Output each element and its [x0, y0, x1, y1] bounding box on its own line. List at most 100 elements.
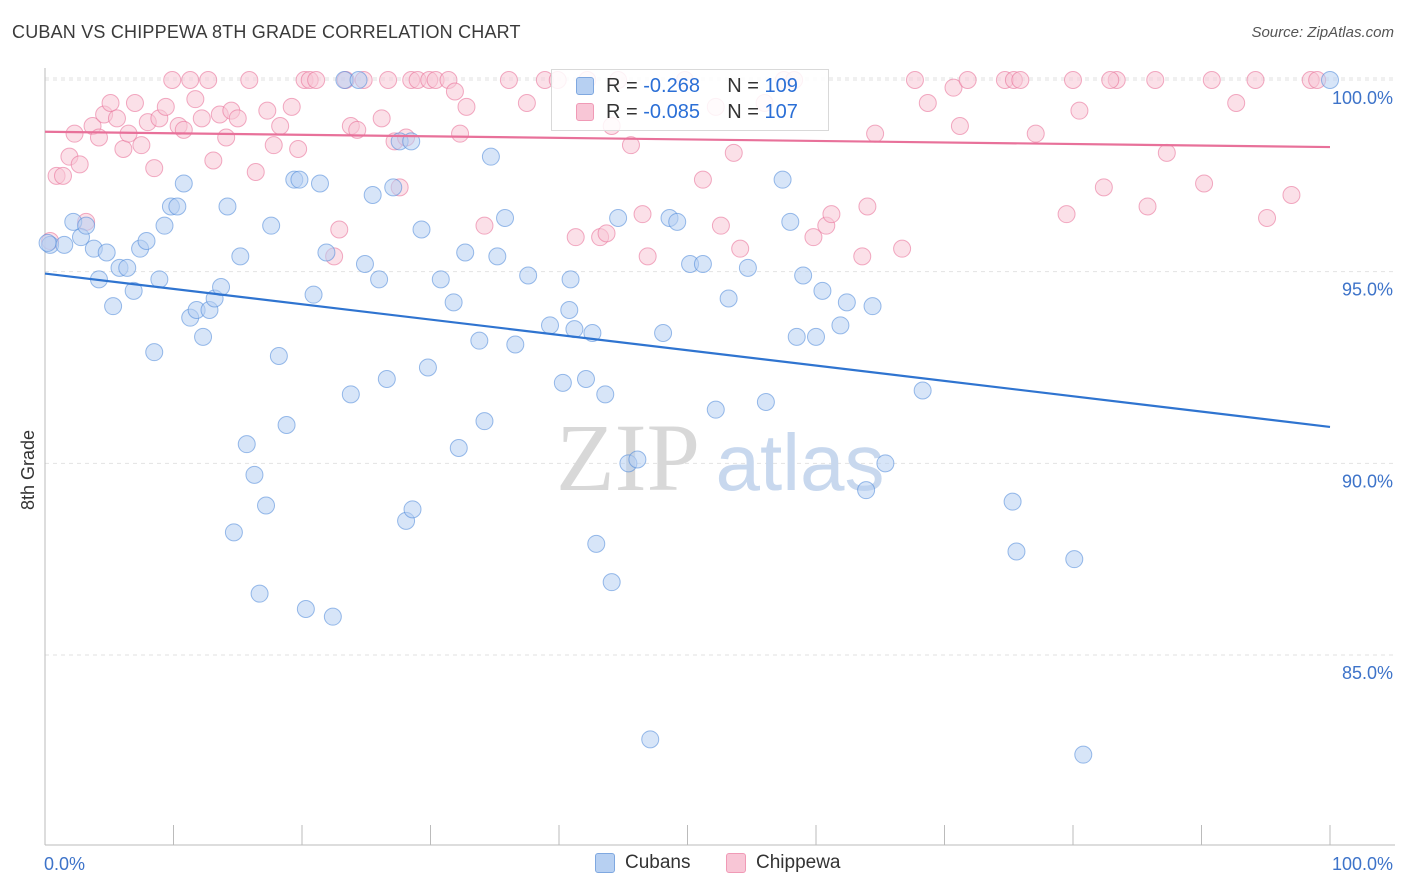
cubans-point — [290, 170, 309, 189]
chippewa-point — [271, 117, 290, 135]
chippewa-point — [858, 197, 877, 216]
chippewa-n-label: N = — [727, 100, 759, 123]
cubans-point — [1003, 492, 1022, 511]
chippewa-point — [379, 71, 398, 89]
cubans-point — [561, 270, 580, 289]
chippewa-point — [348, 120, 367, 139]
cubans-point — [641, 730, 660, 749]
cubans-point — [363, 186, 382, 204]
cubans-n-value: 109 — [764, 74, 798, 97]
chippewa-point — [804, 228, 823, 247]
chippewa-legend-label: Chippewa — [756, 852, 841, 873]
legend-item-chippewa[interactable]: Chippewa — [726, 852, 841, 874]
chippewa-point — [517, 94, 536, 112]
cubans-legend-label: Cubans — [625, 852, 691, 873]
chippewa-point — [217, 128, 236, 147]
chippewa-point — [330, 220, 349, 239]
chippewa-n-value: 107 — [764, 100, 798, 123]
chippewa-point — [163, 71, 182, 89]
chippewa-point — [457, 97, 476, 116]
chippewa-point — [905, 71, 924, 89]
chippewa-point — [944, 78, 963, 97]
cubans-point — [370, 270, 389, 289]
cubans-point — [237, 435, 256, 454]
cubans-point — [756, 393, 775, 411]
chippewa-point — [638, 247, 657, 266]
cubans-point — [773, 170, 792, 189]
y-axis-label: 8th Grade — [18, 430, 38, 510]
cubans-point — [553, 373, 572, 392]
cubans-point — [576, 370, 595, 388]
chippewa-point — [621, 136, 640, 155]
chippewa-point — [240, 71, 259, 89]
legend-item-cubans[interactable]: Cubans — [595, 852, 691, 874]
tick-labels: 85.0% 90.0% 95.0% 100.0% 0.0% 100.0% — [44, 88, 1393, 874]
correlation-legend: R = -0.268 N = 109 R = -0.085 N = 107 — [551, 69, 829, 131]
cubans-point — [719, 289, 738, 308]
chippewa-point — [1246, 71, 1265, 89]
cubans-point — [1007, 542, 1026, 561]
chippewa-point — [174, 120, 193, 139]
cubans-point — [706, 400, 725, 419]
chippewa-point — [107, 109, 126, 128]
trend-lines — [44, 130, 1331, 429]
chippewa-point — [307, 71, 326, 89]
cubans-point — [863, 297, 882, 316]
chippewa-point — [711, 216, 730, 235]
cubans-point — [245, 465, 264, 484]
cubans-point — [519, 266, 538, 285]
cubans-legend-swatch — [595, 853, 615, 873]
chippewa-point — [866, 124, 885, 143]
cubans-point — [609, 209, 628, 227]
chippewa-point — [65, 124, 84, 143]
chippewa-point — [282, 97, 301, 116]
chippewa-point — [53, 166, 72, 185]
chippewa-point — [1101, 71, 1120, 89]
cubans-point — [560, 301, 579, 319]
chippewa-point — [1064, 71, 1082, 89]
cubans-point — [813, 281, 832, 300]
cubans-point — [794, 266, 813, 285]
chippewa-point — [125, 94, 144, 112]
chippewa-point — [597, 224, 616, 243]
cubans-point — [155, 216, 174, 235]
chippewa-point — [1094, 178, 1113, 197]
cubans-point — [168, 197, 187, 216]
cubans-point — [341, 385, 360, 404]
chippewa-point — [372, 109, 391, 128]
cubans-point — [174, 174, 193, 193]
cubans-point — [475, 412, 494, 431]
chippewa-point — [70, 155, 89, 174]
chippewa-point — [1195, 174, 1214, 193]
chippewa-point — [724, 143, 743, 162]
cubans-point — [257, 496, 276, 515]
cubans-point — [224, 523, 243, 542]
cubans-point — [470, 331, 489, 350]
legend-row-cubans: R = -0.268 N = 109 — [576, 74, 798, 98]
cubans-point — [668, 212, 687, 231]
cubans-point — [269, 347, 288, 365]
cubans-point — [831, 316, 850, 335]
cubans-point — [262, 216, 281, 235]
cubans-point — [693, 255, 712, 273]
chippewa-legend-swatch — [726, 853, 746, 873]
chippewa-point — [186, 90, 205, 109]
chippewa-point — [958, 71, 977, 89]
series-legend: Cubans Chippewa — [0, 852, 1406, 878]
cubans-point — [481, 147, 500, 166]
grid-layer — [45, 77, 1395, 656]
chippewa-point — [156, 97, 175, 116]
chippewa-point — [258, 101, 277, 120]
chippewa-point — [445, 82, 464, 101]
cubans-point — [807, 327, 825, 346]
cubans-point — [506, 335, 525, 354]
cubans-point — [1074, 745, 1093, 764]
chippewa-point — [199, 71, 218, 89]
chippewa-point — [228, 109, 247, 128]
chippewa-point — [693, 170, 712, 189]
cubans-point — [349, 71, 368, 89]
cubans-point — [488, 247, 507, 266]
chippewa-point — [145, 159, 164, 178]
cubans-point — [277, 416, 296, 434]
